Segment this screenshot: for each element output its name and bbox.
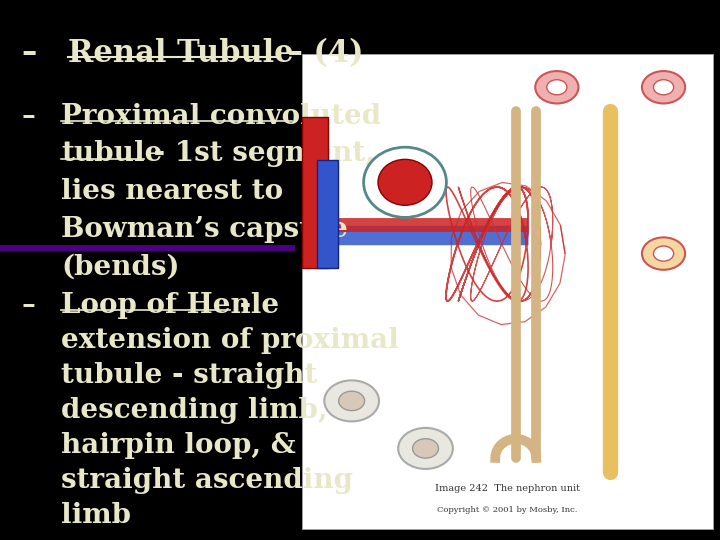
Text: lies nearest to: lies nearest to	[61, 178, 284, 205]
Text: descending limb,: descending limb,	[61, 397, 328, 424]
Text: Loop of Henle: Loop of Henle	[61, 292, 279, 319]
Bar	[0, 245, 295, 251]
Text: (bends): (bends)	[61, 254, 180, 281]
Bar	[317, 160, 338, 268]
Circle shape	[338, 391, 364, 410]
Text: –: –	[22, 103, 45, 130]
Bar	[302, 54, 713, 529]
Circle shape	[413, 438, 438, 458]
Text: extension of proximal: extension of proximal	[61, 327, 399, 354]
Text: Copyright © 2001 by Mosby, Inc.: Copyright © 2001 by Mosby, Inc.	[438, 506, 577, 514]
Text: straight ascending: straight ascending	[61, 467, 354, 494]
Circle shape	[654, 246, 674, 261]
Circle shape	[654, 80, 674, 95]
Bar	[302, 117, 328, 268]
Text: limb: limb	[61, 502, 131, 529]
Text: –: –	[22, 292, 45, 319]
Text: -: -	[230, 292, 251, 319]
Ellipse shape	[378, 159, 432, 205]
Circle shape	[535, 71, 578, 104]
Circle shape	[546, 80, 567, 95]
Text: tubule - straight: tubule - straight	[61, 362, 318, 389]
Text: tubule: tubule	[61, 140, 163, 167]
Text: Bowman’s capsule: Bowman’s capsule	[61, 216, 348, 243]
Text: Image 242  The nephron unit: Image 242 The nephron unit	[435, 484, 580, 494]
Circle shape	[398, 428, 453, 469]
Text: Proximal convoluted: Proximal convoluted	[61, 103, 382, 130]
Text: – (4): – (4)	[277, 38, 364, 69]
Text: –: –	[22, 38, 48, 69]
Text: Renal Tubule: Renal Tubule	[68, 38, 294, 69]
Circle shape	[642, 238, 685, 270]
Text: - 1st segment,: - 1st segment,	[144, 140, 375, 167]
Circle shape	[642, 71, 685, 104]
Circle shape	[324, 380, 379, 421]
Text: hairpin loop, &: hairpin loop, &	[61, 432, 296, 459]
